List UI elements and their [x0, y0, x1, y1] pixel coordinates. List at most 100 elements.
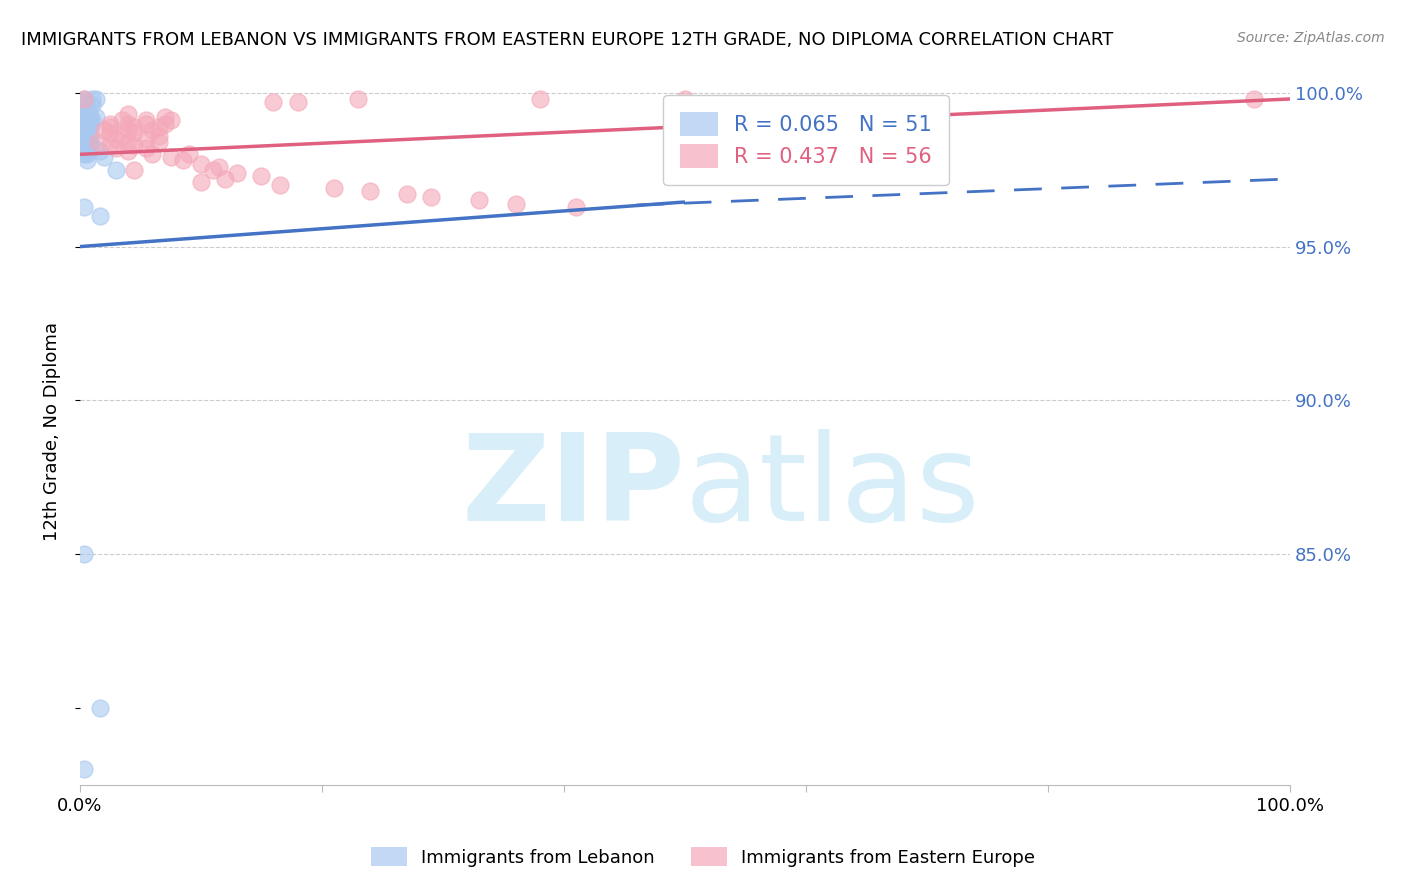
Point — [73, 145, 96, 159]
Point — [93, 150, 115, 164]
Point — [72, 122, 94, 136]
Point — [98, 120, 121, 134]
Point — [135, 141, 157, 155]
Point — [201, 162, 224, 177]
Text: ZIP: ZIP — [461, 429, 685, 546]
Point — [72, 200, 94, 214]
Point — [263, 95, 285, 109]
Point — [105, 162, 128, 177]
Point — [72, 120, 94, 134]
Point — [89, 209, 111, 223]
Point — [80, 113, 103, 128]
Point — [190, 156, 212, 170]
Point — [250, 169, 273, 183]
Point — [75, 113, 97, 128]
Point — [105, 141, 128, 155]
Point — [75, 128, 97, 143]
Point — [135, 113, 157, 128]
Point — [79, 117, 101, 131]
Point — [89, 145, 111, 159]
Point — [214, 172, 236, 186]
Point — [269, 178, 291, 192]
Point — [135, 117, 157, 131]
Point — [79, 135, 101, 149]
Point — [84, 92, 107, 106]
Point — [72, 117, 94, 131]
Point — [75, 104, 97, 119]
Y-axis label: 12th Grade, No Diploma: 12th Grade, No Diploma — [44, 322, 60, 541]
Point — [75, 126, 97, 140]
Point — [359, 184, 381, 198]
Point — [77, 113, 100, 128]
Point — [72, 763, 94, 777]
Point — [505, 196, 527, 211]
Point — [80, 120, 103, 134]
Point — [148, 120, 170, 134]
Point — [124, 126, 146, 140]
Text: IMMIGRANTS FROM LEBANON VS IMMIGRANTS FROM EASTERN EUROPE 12TH GRADE, NO DIPLOMA: IMMIGRANTS FROM LEBANON VS IMMIGRANTS FR… — [21, 31, 1114, 49]
Point — [76, 117, 98, 131]
Text: Source: ZipAtlas.com: Source: ZipAtlas.com — [1237, 31, 1385, 45]
Point — [117, 117, 139, 131]
Point — [76, 147, 98, 161]
Point — [79, 128, 101, 143]
Point — [72, 92, 94, 106]
Legend: R = 0.065   N = 51, R = 0.437   N = 56: R = 0.065 N = 51, R = 0.437 N = 56 — [664, 95, 949, 185]
Point — [80, 138, 103, 153]
Point — [1243, 92, 1265, 106]
Point — [395, 187, 418, 202]
Point — [72, 147, 94, 161]
Point — [117, 107, 139, 121]
Point — [79, 111, 101, 125]
Point — [153, 117, 176, 131]
Point — [77, 104, 100, 119]
Point — [75, 132, 97, 146]
Point — [80, 92, 103, 106]
Point — [673, 92, 696, 106]
Point — [117, 122, 139, 136]
Point — [72, 141, 94, 155]
Point — [172, 153, 194, 168]
Point — [72, 113, 94, 128]
Point — [148, 135, 170, 149]
Point — [159, 113, 181, 128]
Point — [226, 166, 249, 180]
Point — [77, 120, 100, 134]
Point — [529, 92, 551, 106]
Point — [72, 92, 94, 106]
Point — [148, 128, 170, 143]
Point — [87, 135, 110, 149]
Point — [105, 132, 128, 146]
Point — [419, 190, 441, 204]
Point — [98, 117, 121, 131]
Point — [72, 95, 94, 109]
Point — [141, 122, 163, 136]
Point — [124, 120, 146, 134]
Point — [323, 181, 346, 195]
Text: atlas: atlas — [685, 429, 980, 546]
Point — [98, 126, 121, 140]
Point — [75, 122, 97, 136]
Point — [75, 95, 97, 109]
Point — [287, 95, 309, 109]
Point — [124, 162, 146, 177]
Point — [177, 147, 200, 161]
Point — [135, 132, 157, 146]
Point — [117, 135, 139, 149]
Point — [347, 92, 370, 106]
Point — [117, 145, 139, 159]
Point — [77, 132, 100, 146]
Point — [76, 141, 98, 155]
Point — [75, 111, 97, 125]
Point — [208, 160, 231, 174]
Point — [84, 111, 107, 125]
Point — [190, 175, 212, 189]
Point — [159, 150, 181, 164]
Point — [111, 113, 134, 128]
Point — [93, 122, 115, 136]
Point — [77, 145, 100, 159]
Point — [77, 122, 100, 136]
Point — [80, 98, 103, 112]
Point — [72, 126, 94, 140]
Point — [76, 135, 98, 149]
